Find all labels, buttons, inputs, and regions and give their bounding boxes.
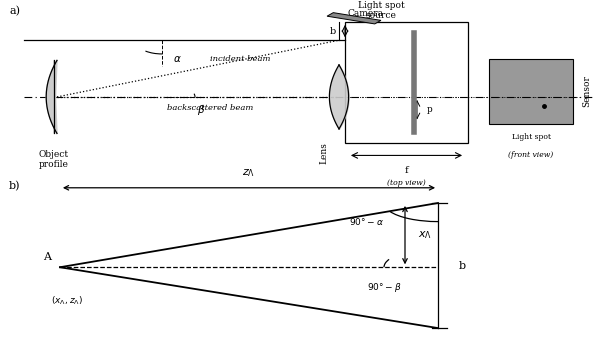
Text: $z_\Lambda$: $z_\Lambda$ [242,168,256,179]
Text: b: b [459,260,466,270]
Polygon shape [46,60,57,134]
Text: p: p [427,105,433,114]
Text: A: A [43,252,51,262]
Text: (top view): (top view) [387,179,426,187]
Text: $\beta$: $\beta$ [197,104,205,117]
Text: Camera: Camera [348,9,384,18]
Text: Light spot: Light spot [511,134,551,141]
Text: Sensor: Sensor [582,76,591,107]
Text: incident beam: incident beam [210,55,270,63]
Text: Object
profile: Object profile [39,150,69,169]
Text: Light spot
source: Light spot source [358,1,404,20]
Polygon shape [489,59,573,124]
Text: $90°-\alpha$: $90°-\alpha$ [349,216,383,227]
Text: $90°-\beta$: $90°-\beta$ [367,281,401,294]
Text: (front view): (front view) [508,151,554,159]
Text: f: f [404,166,409,175]
Text: Lens: Lens [319,142,329,164]
Text: a): a) [9,6,20,16]
Text: $x_\Lambda$: $x_\Lambda$ [418,229,432,241]
Text: b: b [330,27,336,36]
Text: backscattered beam: backscattered beam [167,104,253,112]
Text: $(x_\Lambda, z_\Lambda)$: $(x_\Lambda, z_\Lambda)$ [51,294,83,307]
Text: $\alpha$: $\alpha$ [173,54,181,64]
Text: b): b) [9,181,20,191]
Polygon shape [327,13,381,24]
